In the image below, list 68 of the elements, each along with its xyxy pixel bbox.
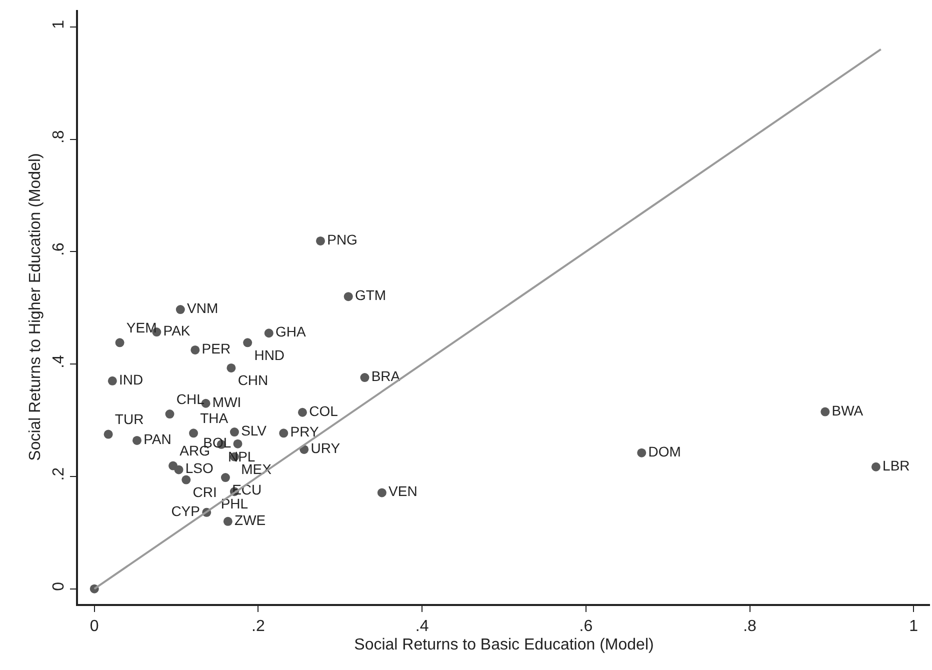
data-label: BWA bbox=[832, 402, 864, 418]
point bbox=[104, 430, 113, 439]
point bbox=[377, 488, 386, 498]
point bbox=[190, 345, 200, 354]
data-label: PAN bbox=[144, 430, 172, 447]
x-tick-label: 0 bbox=[90, 618, 99, 636]
data-label: SLV bbox=[241, 422, 268, 439]
data-label: CHL bbox=[176, 390, 205, 407]
data-label: BRA bbox=[371, 368, 401, 384]
data-label: THA bbox=[200, 410, 229, 426]
point bbox=[871, 462, 880, 472]
point bbox=[108, 376, 117, 386]
data-label: CRI bbox=[192, 484, 217, 500]
point bbox=[165, 410, 174, 419]
y-tick-label: .6 bbox=[50, 242, 68, 256]
point bbox=[226, 363, 236, 372]
data-label: VNM bbox=[187, 300, 218, 316]
data-label: LSO bbox=[185, 460, 214, 476]
x-tick-label: .2 bbox=[252, 618, 266, 636]
point bbox=[360, 373, 370, 382]
point bbox=[820, 407, 830, 416]
data-label: YEM bbox=[126, 320, 157, 336]
point bbox=[344, 292, 353, 302]
point bbox=[182, 475, 191, 484]
point bbox=[189, 428, 198, 438]
data-label: PER bbox=[202, 340, 231, 356]
data-label: CYP bbox=[171, 502, 200, 519]
point bbox=[174, 465, 184, 474]
data-label: DOM bbox=[648, 443, 681, 460]
y-tick-label: 0 bbox=[50, 582, 68, 591]
data-label: HND bbox=[254, 346, 285, 363]
data-label: LBR bbox=[882, 457, 910, 474]
point bbox=[230, 428, 239, 437]
y-tick-label: 1 bbox=[50, 20, 68, 29]
point bbox=[132, 436, 142, 445]
point bbox=[115, 338, 124, 348]
point bbox=[264, 328, 274, 338]
data-label: PAK bbox=[163, 322, 191, 339]
x-axis-title: Social Returns to Basic Education (Model) bbox=[354, 636, 654, 654]
data-label: VEN bbox=[388, 483, 418, 500]
data-label: TUR bbox=[114, 411, 144, 428]
point bbox=[316, 236, 325, 246]
x-tick-label: .8 bbox=[743, 618, 757, 636]
point bbox=[223, 516, 232, 526]
point bbox=[279, 428, 288, 438]
data-label: PRY bbox=[290, 424, 320, 440]
data-label: CHN bbox=[238, 372, 268, 388]
data-label: GTM bbox=[354, 287, 386, 304]
data-label: ZWE bbox=[234, 512, 266, 528]
data-label: URY bbox=[310, 440, 341, 456]
x-tick-label: .6 bbox=[579, 618, 593, 636]
data-label: GHA bbox=[276, 324, 307, 340]
y-tick-label: .4 bbox=[50, 354, 68, 368]
y-axis-title: Social Returns to Higher Education (Model) bbox=[27, 153, 44, 461]
data-label: PNG bbox=[327, 231, 358, 248]
point bbox=[243, 338, 252, 348]
y-tick-label: .8 bbox=[50, 130, 68, 144]
data-label: MWI bbox=[212, 394, 242, 410]
data-label: IND bbox=[119, 371, 144, 388]
data-label: COL bbox=[309, 402, 338, 419]
point bbox=[233, 439, 242, 448]
x-tick-label: .4 bbox=[415, 618, 429, 636]
point bbox=[220, 473, 230, 482]
point bbox=[176, 305, 185, 314]
point bbox=[637, 448, 646, 458]
x-tick-label: 1 bbox=[909, 618, 918, 636]
y-tick-label: .2 bbox=[50, 467, 68, 481]
point bbox=[298, 408, 307, 417]
